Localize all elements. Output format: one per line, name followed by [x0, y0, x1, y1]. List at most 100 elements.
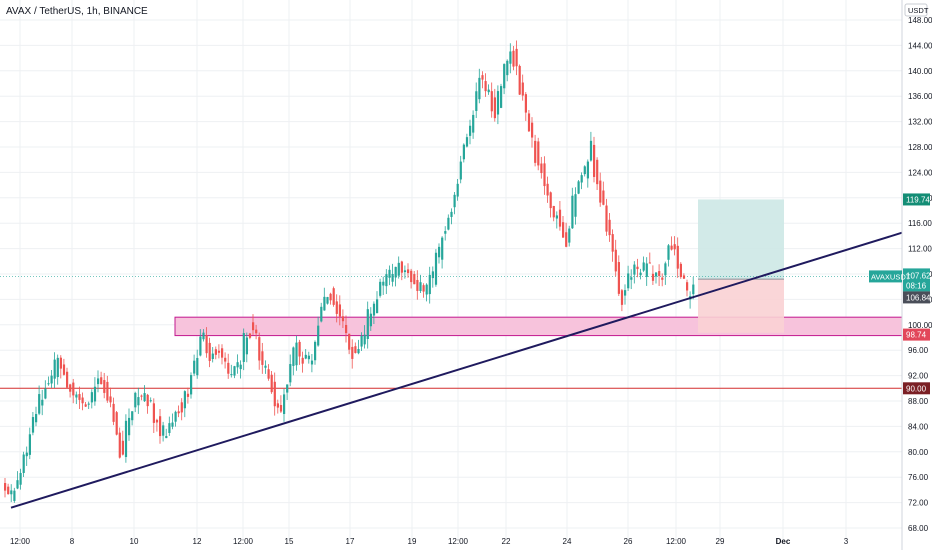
candle-body [605, 205, 608, 232]
candle-body [41, 399, 44, 406]
candle-body [211, 353, 214, 359]
candle-body [134, 392, 137, 408]
candle-body [465, 137, 469, 147]
x-tick-label: 29 [716, 537, 725, 546]
candle-body [475, 91, 478, 111]
candle-body [35, 414, 38, 423]
candle-body [252, 322, 255, 331]
candle-body [602, 190, 605, 205]
candle-body [131, 411, 134, 421]
candle-body [534, 140, 537, 163]
candle-body [236, 362, 239, 368]
candle-body [391, 274, 394, 282]
candle-body [360, 335, 363, 347]
candle-body [558, 209, 562, 227]
candle-body [633, 264, 636, 275]
candle-body [614, 249, 617, 272]
candle-body [146, 394, 149, 407]
candle-body [459, 161, 462, 180]
candle-body [651, 273, 655, 281]
x-tick-label: 17 [346, 537, 355, 546]
candle-body [332, 288, 335, 305]
x-tick-label: 22 [502, 537, 511, 546]
candle-body [115, 412, 118, 435]
y-tick-label: 88.00 [908, 397, 929, 406]
candle-body [140, 395, 143, 397]
candle-body [121, 440, 124, 455]
currency-box [904, 3, 928, 17]
candle-body [338, 304, 341, 317]
currency-label: USDT [908, 6, 929, 15]
price-axis: 148.00 144.00 140.00 136.00 132.00 128.00 124.… [901, 0, 932, 550]
candle-body [624, 290, 627, 296]
candle-body [314, 341, 317, 361]
candle-body [438, 246, 441, 258]
countdown-tag: 08:16 [906, 281, 927, 290]
candle-body [484, 81, 487, 92]
candle-body [298, 341, 301, 357]
candle-body [506, 60, 509, 76]
candle-body [503, 64, 506, 89]
candle-body [22, 454, 25, 473]
symbol-tag: AVAXUSDT [871, 272, 911, 281]
candle-body [47, 383, 50, 385]
candle-body [286, 384, 289, 393]
candle-body [38, 394, 41, 414]
candle-body [444, 231, 447, 234]
candle-body [639, 272, 642, 276]
candle-body [589, 140, 593, 161]
candle-body [7, 486, 10, 495]
candle-body [87, 403, 90, 405]
candle-body [620, 290, 624, 305]
candle-body [376, 299, 379, 314]
trendline [10, 231, 903, 509]
candle-body [422, 285, 425, 292]
y-tick-label: 124.00 [908, 168, 932, 177]
candle-body [56, 357, 59, 378]
candle-body [441, 237, 444, 260]
candle-body [571, 195, 574, 229]
target-price-tag: 119.74 [906, 195, 930, 204]
candle-body [168, 423, 171, 433]
candle-body [692, 284, 695, 295]
candle-body [165, 436, 168, 439]
candle-body [4, 483, 7, 491]
candle-body [289, 364, 292, 383]
candle-body [400, 261, 403, 273]
candle-body [270, 374, 273, 393]
candle-body [527, 113, 531, 132]
candle-body [434, 252, 438, 285]
candle-body [310, 360, 314, 365]
candle-body [676, 245, 679, 269]
candle-body [239, 364, 242, 370]
candle-body [230, 374, 233, 376]
candle-body [456, 183, 459, 197]
candle-body [524, 94, 527, 113]
candle-body [515, 48, 518, 67]
candle-body [667, 245, 670, 260]
candle-body [655, 272, 658, 277]
candle-body [599, 180, 602, 203]
candle-body [25, 452, 28, 457]
candle-body [183, 391, 186, 409]
candle-body [84, 404, 87, 407]
candle-body [242, 333, 245, 362]
candle-body [549, 192, 552, 209]
x-tick-label: 12:00 [448, 537, 469, 546]
candle-body [217, 350, 221, 353]
position-loss-zone [698, 279, 784, 333]
y-tick-label: 140.00 [908, 67, 932, 76]
candle-body [255, 329, 258, 334]
x-tick-label: 12:00 [233, 537, 254, 546]
candle-body [335, 301, 338, 314]
candle-body [348, 333, 351, 350]
y-tick-label: 80.00 [908, 448, 929, 457]
candle-body [509, 51, 512, 64]
candle-body [180, 402, 183, 413]
candle-body [673, 244, 676, 250]
candle-body [419, 282, 422, 291]
lower-price-tag: 106.84 [906, 293, 931, 302]
candle-body [19, 472, 22, 485]
line-price-tag: 90.00 [906, 384, 927, 393]
